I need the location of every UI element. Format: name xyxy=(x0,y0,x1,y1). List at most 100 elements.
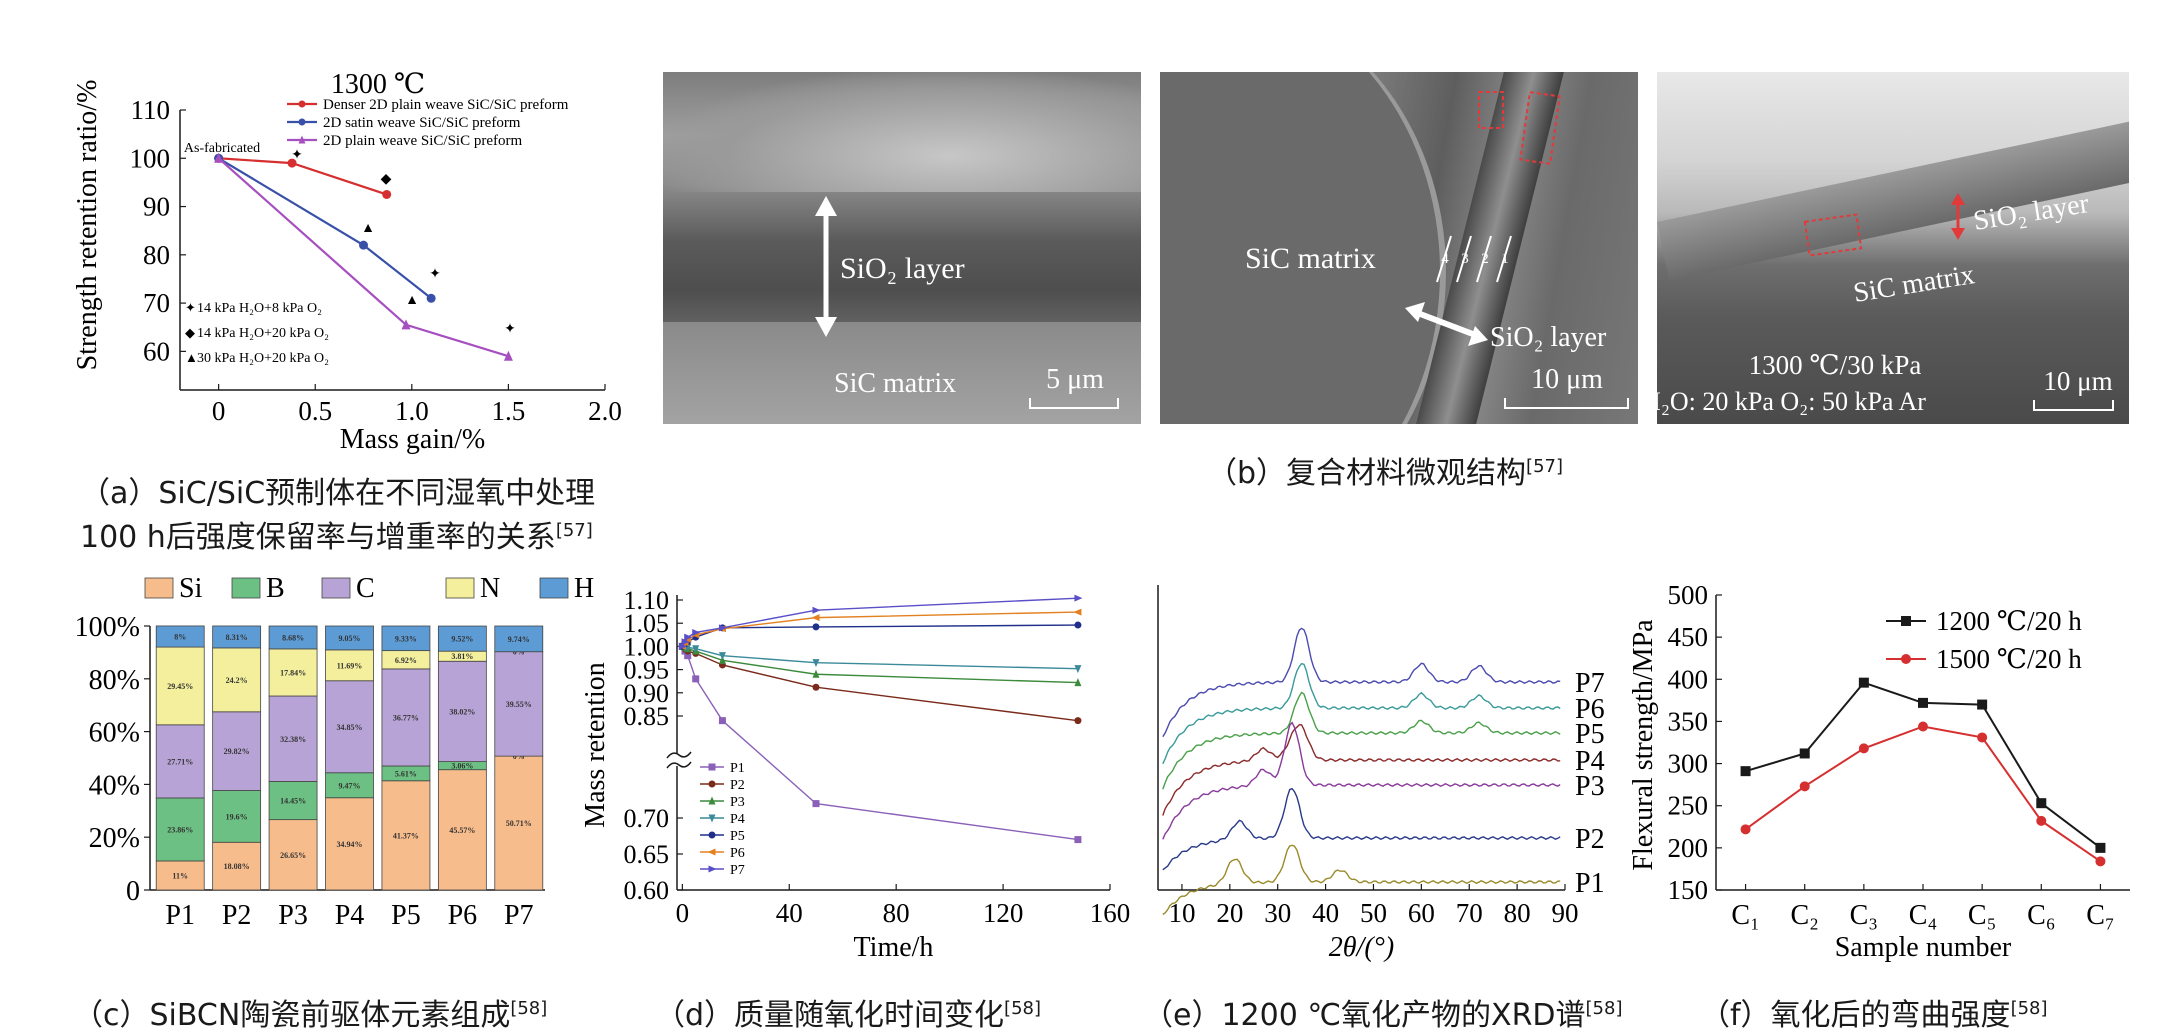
x-tick-label: P5 xyxy=(391,900,421,931)
data-point xyxy=(287,158,297,168)
sic-matrix-label-2: SiC matrix xyxy=(1245,242,1376,275)
legend-marker xyxy=(298,118,306,126)
data-point xyxy=(678,642,687,650)
caption-a-line2: 100 h后强度保留率与增重率的关系 xyxy=(80,520,556,555)
y-axis-label: Mass retention xyxy=(580,662,611,828)
x-tick-label: 120 xyxy=(983,898,1024,928)
data-point xyxy=(426,293,436,303)
data-label: 3.06% xyxy=(451,762,473,771)
arrow-head xyxy=(1405,302,1425,322)
y-tick-label: 40% xyxy=(89,770,140,801)
data-label: 0% xyxy=(513,752,525,761)
arrow-head xyxy=(1468,326,1488,346)
data-point xyxy=(2036,815,2047,826)
x-tick-label: C₃ xyxy=(1850,900,1878,931)
data-label: 26.65% xyxy=(280,851,306,860)
highlight-box xyxy=(1478,91,1504,129)
x-tick-label: P6 xyxy=(448,900,478,931)
data-point xyxy=(684,633,693,641)
data-point xyxy=(1977,699,1988,710)
legend-label: 1200 ℃/20 h xyxy=(1936,606,2082,636)
caption-e-text: （e）1200 ℃氧化产物的XRD谱 xyxy=(1143,998,1586,1033)
data-label: 29.45% xyxy=(167,682,193,691)
x-axis-label: Mass gain/% xyxy=(340,424,485,455)
caption-a-ref: [57] xyxy=(555,520,593,541)
condition-label: 14 kPa H₂O+8 kPa O₂ xyxy=(197,301,322,316)
condition-label: 14 kPa H₂O+20 kPa O₂ xyxy=(197,326,329,341)
bar-segment xyxy=(325,797,374,891)
sic-matrix-label-1: SiC matrix xyxy=(834,368,956,399)
panel-b-caption: （b）复合材料微观结构[57] xyxy=(1207,448,1563,492)
data-point xyxy=(812,623,820,631)
scale-bar-label-1: 5 μm xyxy=(1046,364,1104,395)
condition-marker: ✦ xyxy=(429,267,441,282)
data-point xyxy=(1799,748,1810,759)
data-point xyxy=(359,240,369,250)
data-label: 18.08% xyxy=(224,862,250,871)
xrd-pattern xyxy=(1162,627,1561,738)
legend-marker xyxy=(708,796,716,805)
data-label: 39.55% xyxy=(506,700,532,709)
x-tick-label: 30 xyxy=(1264,898,1291,928)
x-tick-label: 80 xyxy=(1504,898,1531,928)
legend-label: B xyxy=(266,573,285,604)
bar-segment xyxy=(494,625,544,653)
bar-segment xyxy=(155,646,205,726)
xrd-pattern xyxy=(1162,787,1561,871)
data-label: 11% xyxy=(172,871,188,880)
layer-index: 1 xyxy=(1501,251,1509,267)
data-label: 38.02% xyxy=(449,707,475,716)
y-tick-label: 150 xyxy=(1668,875,1709,905)
x-tick-label: C₂ xyxy=(1790,900,1818,931)
data-point xyxy=(812,659,820,668)
y-tick-label: 100 xyxy=(130,143,171,173)
legend-label: N xyxy=(480,573,500,604)
caption-e-ref: [58] xyxy=(1585,998,1623,1019)
chart-title: 1300 ℃ xyxy=(331,69,425,100)
legend-swatch xyxy=(321,577,351,599)
bar-segment xyxy=(212,790,262,843)
bar-segment xyxy=(325,772,374,799)
x-tick-label: 60 xyxy=(1408,898,1435,928)
legend-label: 1500 ℃/20 h xyxy=(1936,644,2082,674)
data-point xyxy=(812,606,821,614)
legend-swatch xyxy=(445,577,475,599)
panel-c-caption: （c）SiBCN陶瓷前驱体元素组成[58] xyxy=(73,990,547,1034)
x-tick-label: P7 xyxy=(504,900,534,931)
data-label: 9.74% xyxy=(508,635,530,644)
caption-c-text: （c）SiBCN陶瓷前驱体元素组成 xyxy=(73,998,511,1033)
legend-marker xyxy=(1901,654,1911,664)
data-point xyxy=(681,638,690,646)
arrow-head xyxy=(815,196,837,216)
bar-segment xyxy=(268,625,318,650)
condition-marker: ✦ xyxy=(504,322,516,337)
x-tick-label: P2 xyxy=(222,900,252,931)
x-tick-label: 40 xyxy=(776,898,803,928)
data-point xyxy=(1074,594,1083,602)
layer-divider xyxy=(1456,235,1472,283)
layer-divider xyxy=(1496,235,1512,283)
y-tick-label: 1.05 xyxy=(624,609,670,638)
bar-segment xyxy=(437,769,487,891)
sem-image-1 xyxy=(663,72,1141,424)
data-point xyxy=(401,319,411,330)
bar-segment xyxy=(437,625,487,652)
x-tick-label: 0 xyxy=(212,396,226,426)
xrd-pattern xyxy=(1162,662,1561,765)
data-point xyxy=(2095,856,2106,867)
legend-swatch xyxy=(539,577,569,599)
bar-segment xyxy=(494,651,544,757)
x-tick-label: 40 xyxy=(1312,898,1339,928)
caption-f-ref: [58] xyxy=(2010,998,2048,1019)
caption-d-text: （d）质量随氧化时间变化 xyxy=(655,998,1005,1033)
data-point xyxy=(1977,732,1988,743)
legend-marker xyxy=(708,780,716,788)
y-tick-label: 80 xyxy=(143,240,170,270)
data-label: 0% xyxy=(513,648,525,657)
data-label: 6.92% xyxy=(395,656,417,665)
data-label: 8.31% xyxy=(226,633,248,642)
legend-label: 2D plain weave SiC/SiC preform xyxy=(323,133,522,149)
legend-label: P6 xyxy=(730,846,745,861)
